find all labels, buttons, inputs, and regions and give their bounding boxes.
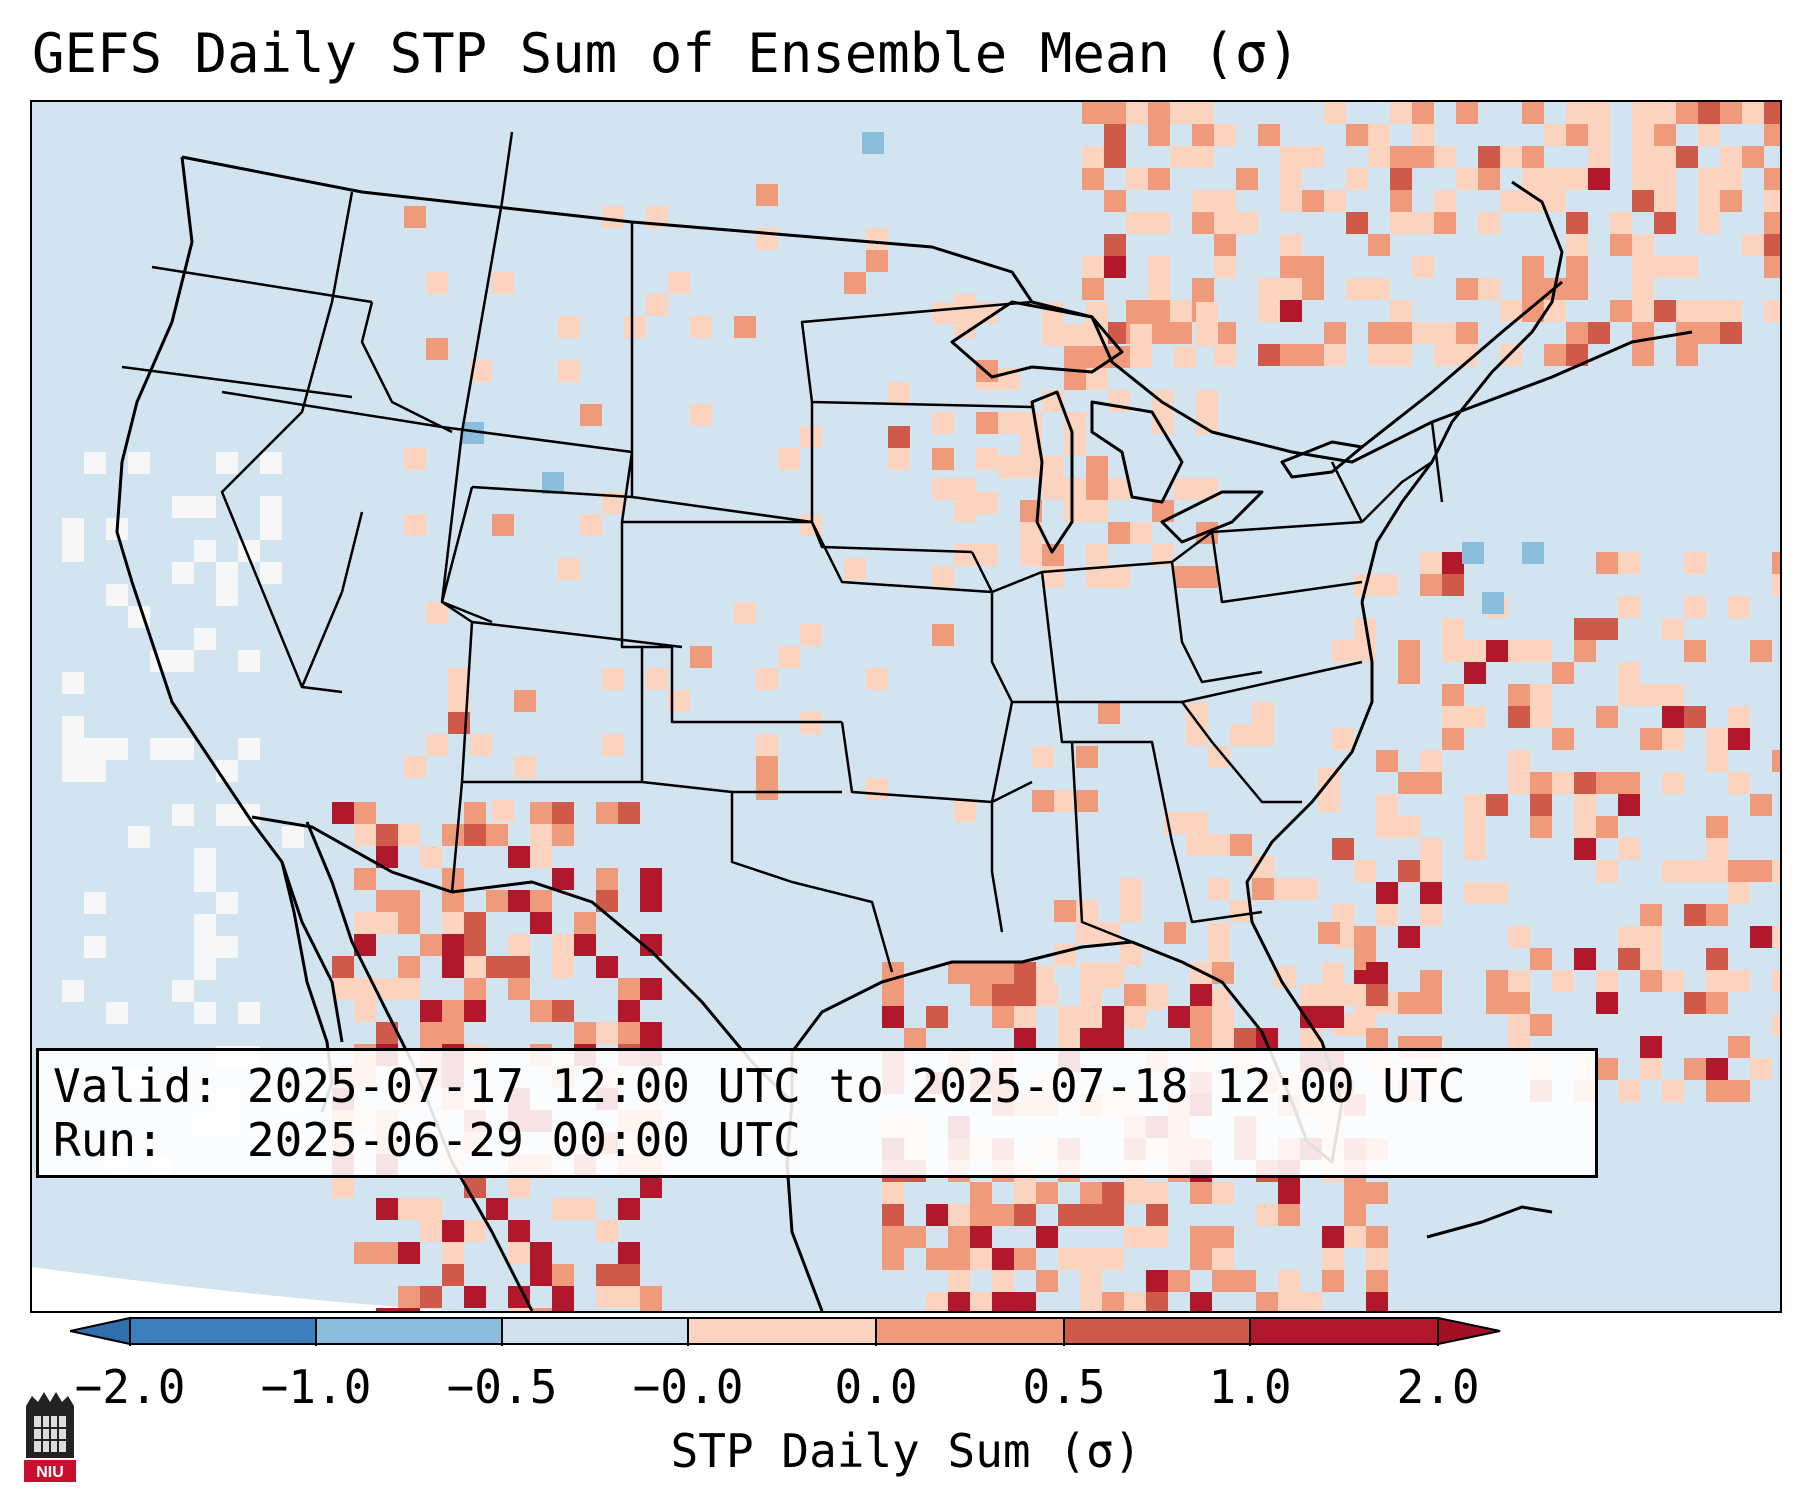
logo-text: NIU	[36, 1464, 64, 1481]
outside-domain	[32, 1267, 452, 1311]
colorbar-segment	[688, 1318, 876, 1344]
st-lawrence	[1361, 280, 1563, 449]
lake-erie	[1160, 490, 1264, 544]
colorbar-tick-label: 0.0	[834, 1360, 918, 1414]
west-coast	[115, 156, 344, 1043]
colorbar-tick-label: −1.0	[260, 1360, 372, 1414]
validity-info-box: Valid: 2025-07-17 12:00 UTC to 2025-07-1…	[36, 1048, 1598, 1178]
lake-ontario	[1280, 440, 1364, 479]
run-label: Run:	[53, 1113, 164, 1167]
boundaries	[115, 131, 1693, 1311]
colorbar-tick-label: −2.0	[74, 1360, 186, 1414]
colorbar-segment	[502, 1318, 688, 1344]
valid-value: 2025-07-17 12:00 UTC to 2025-07-18 12:00…	[246, 1059, 1466, 1113]
us-canada-border	[181, 155, 1693, 464]
colorbar-label: STP Daily Sum (σ)	[670, 1424, 1142, 1478]
colorbar-tick-label: 1.0	[1208, 1360, 1292, 1414]
colorbar-segment	[316, 1318, 502, 1344]
run-value: 2025-06-29 00:00 UTC	[246, 1113, 801, 1167]
stp-cells	[62, 102, 1780, 1311]
chart-title: GEFS Daily STP Sum of Ensemble Mean (σ)	[32, 22, 1300, 85]
colorbar-tick-label: −0.0	[632, 1360, 744, 1414]
colorbar-segment	[876, 1318, 1064, 1344]
colorbar-segment	[1064, 1318, 1250, 1344]
colorbar-extend-low	[70, 1316, 131, 1346]
cuba	[1426, 1205, 1553, 1239]
colorbar-tick-label: −0.5	[446, 1360, 558, 1414]
lake-huron	[1090, 400, 1184, 504]
niu-logo: NIU	[24, 1392, 76, 1482]
lake-superior	[950, 300, 1124, 379]
colorbar-segment	[1250, 1318, 1438, 1344]
east-coast	[1360, 180, 1564, 603]
colorbar-segment	[130, 1318, 316, 1344]
colorbar-extend-high	[1437, 1316, 1501, 1346]
valid-label: Valid:	[53, 1059, 220, 1113]
state-lines	[121, 131, 1444, 973]
lake-michigan	[1030, 390, 1074, 554]
colorbar-tick-label: 0.5	[1022, 1360, 1106, 1414]
us-mexico-border	[251, 815, 794, 1104]
colorbar	[70, 1316, 1501, 1346]
colorbar-tick-label: 2.0	[1396, 1360, 1480, 1414]
